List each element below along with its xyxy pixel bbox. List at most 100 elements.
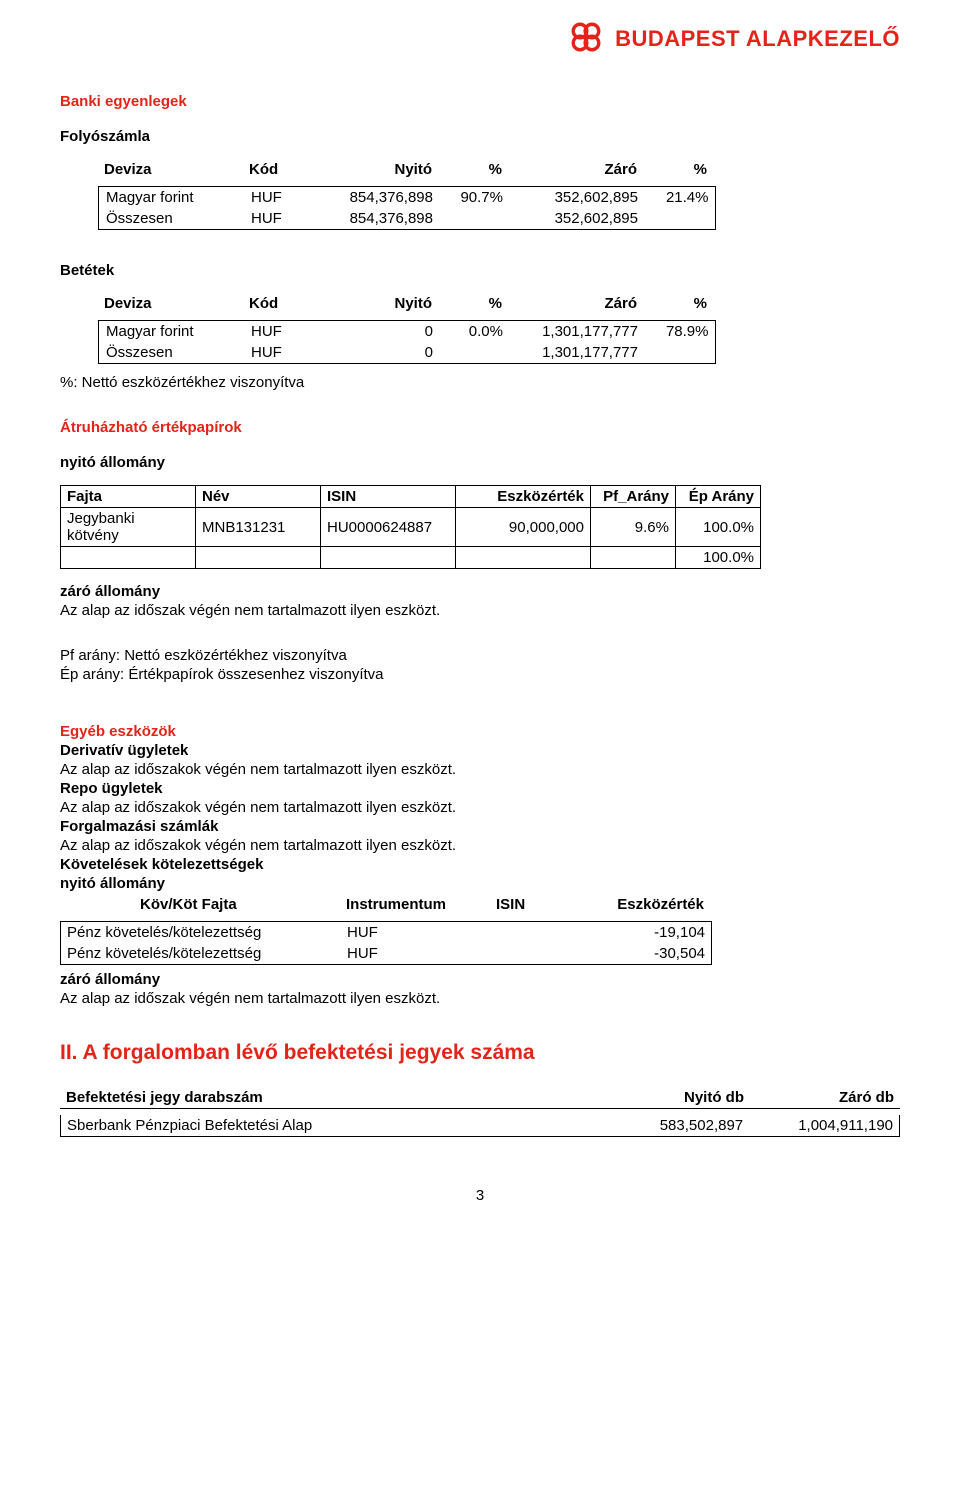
th: Deviza xyxy=(98,293,243,314)
section-title: Átruházható értékpapírok xyxy=(60,419,900,436)
cell: Sberbank Pénzpiaci Befektetési Alap xyxy=(61,1115,550,1136)
th: % xyxy=(438,293,508,314)
table-row: Összesen HUF 0 1,301,177,777 xyxy=(100,342,715,363)
section-egyeb: Egyéb eszközök Derivatív ügyletek Az ala… xyxy=(60,723,900,1007)
cell: 0 xyxy=(305,342,440,363)
brand-name: BUDAPEST ALAPKEZELŐ xyxy=(615,26,900,52)
th: ISIN xyxy=(321,486,456,508)
cell: 0 xyxy=(305,321,440,342)
text: Az alap az időszak végén nem tartalmazot… xyxy=(60,602,900,619)
cell: 352,602,895 xyxy=(510,187,645,208)
th: Ép Arány xyxy=(676,486,761,508)
section-betetek: Betétek Deviza Kód Nyitó % Záró % Magyar… xyxy=(60,262,900,391)
brand-icon xyxy=(569,20,603,58)
cell: 100.0% xyxy=(676,508,761,547)
text: Az alap az időszakok végén nem tartalmaz… xyxy=(60,799,900,816)
cell: HUF xyxy=(245,208,305,229)
th: Fajta xyxy=(61,486,196,508)
table-kovkot-head: Köv/Köt Fajta Instrumentum ISIN Eszközér… xyxy=(60,894,710,915)
cell: MNB131231 xyxy=(196,508,321,547)
th-pct1: % xyxy=(438,159,508,180)
cell: 352,602,895 xyxy=(510,208,645,229)
subsection-nyito: nyitó állomány xyxy=(60,454,900,471)
cell: 100.0% xyxy=(676,547,761,569)
cell xyxy=(440,208,510,229)
cell: HUF xyxy=(245,187,305,208)
page-number: 3 xyxy=(60,1187,900,1204)
label: Derivatív ügyletek xyxy=(60,742,188,759)
cell xyxy=(591,547,676,569)
text: Az alap az időszakok végén nem tartalmaz… xyxy=(60,837,900,854)
label-kovkot: Követelések kötelezettségek xyxy=(60,856,263,873)
table-row: Jegybanki kötvény MNB131231 HU0000624887… xyxy=(61,508,761,547)
subsection-zaro: záró állomány xyxy=(60,971,160,988)
th: Köv/Köt Fajta xyxy=(60,894,340,915)
subsection-betetek: Betétek xyxy=(60,262,900,279)
th: Eszközérték xyxy=(456,486,591,508)
cell: Pénz követelés/kötelezettség xyxy=(61,922,341,943)
cell: Összesen xyxy=(100,208,245,229)
header-logo: BUDAPEST ALAPKEZELŐ xyxy=(60,20,900,58)
cell: HUF xyxy=(245,342,305,363)
cell: 90.7% xyxy=(440,187,510,208)
th: Név xyxy=(196,486,321,508)
text: Ép arány: Értékpapírok összesenhez viszo… xyxy=(60,666,900,683)
section-ertekpapirok: Átruházható értékpapírok nyitó állomány … xyxy=(60,419,900,683)
th-zaro: Záró xyxy=(508,159,643,180)
th: ISIN xyxy=(490,894,580,915)
cell xyxy=(440,342,510,363)
subsection-nyito: nyitó állomány xyxy=(60,875,165,892)
label: Forgalmazási számlák xyxy=(60,818,218,835)
table-header-row: Fajta Név ISIN Eszközérték Pf_Arány Ép A… xyxy=(61,486,761,508)
cell: -19,104 xyxy=(581,922,711,943)
th-deviza: Deviza xyxy=(98,159,243,180)
th: Instrumentum xyxy=(340,894,490,915)
note-netto: %: Nettó eszközértékhez viszonyítva xyxy=(60,374,900,391)
cell xyxy=(645,208,715,229)
cell: -30,504 xyxy=(581,943,711,964)
th: Nyitó db xyxy=(550,1087,750,1109)
th-nyito: Nyitó xyxy=(303,159,438,180)
cell: Magyar forint xyxy=(100,321,245,342)
text: Pf arány: Nettó eszközértékhez viszonyít… xyxy=(60,647,900,664)
table-row: Pénz követelés/kötelezettség HUF -30,504 xyxy=(61,943,711,964)
cell: 78.9% xyxy=(645,321,715,342)
th-kod: Kód xyxy=(243,159,303,180)
cell: Magyar forint xyxy=(100,187,245,208)
cell: 90,000,000 xyxy=(456,508,591,547)
cell: Jegybanki kötvény xyxy=(61,508,196,547)
cell xyxy=(61,547,196,569)
table-ertekpapirok: Fajta Név ISIN Eszközérték Pf_Arány Ép A… xyxy=(60,485,761,569)
subsection-zaro: záró állomány xyxy=(60,583,900,600)
th: Befektetési jegy darabszám xyxy=(60,1087,550,1109)
section-forgalom: II. A forgalomban lévő befektetési jegye… xyxy=(60,1041,900,1137)
text: Az alap az időszakok végén nem tartalmaz… xyxy=(60,761,900,778)
th: Kód xyxy=(243,293,303,314)
table-row: Sberbank Pénzpiaci Befektetési Alap 583,… xyxy=(61,1115,899,1136)
subsection-folyoszamla: Folyószámla xyxy=(60,128,900,145)
table-folyoszamla: Deviza Kód Nyitó % Záró % xyxy=(98,159,713,180)
cell: 854,376,898 xyxy=(305,187,440,208)
th: Nyitó xyxy=(303,293,438,314)
section-title: Banki egyenlegek xyxy=(60,93,900,110)
section-banki-egyenlegek: Banki egyenlegek Folyószámla Deviza Kód … xyxy=(60,93,900,234)
cell: Összesen xyxy=(100,342,245,363)
cell: 854,376,898 xyxy=(305,208,440,229)
th: Eszközérték xyxy=(580,894,710,915)
text: Az alap az időszak végén nem tartalmazot… xyxy=(60,990,900,1007)
table-befektetesi-head: Befektetési jegy darabszám Nyitó db Záró… xyxy=(60,1087,900,1109)
cell xyxy=(196,547,321,569)
cell: 9.6% xyxy=(591,508,676,547)
cell: HUF xyxy=(245,321,305,342)
cell: 0.0% xyxy=(440,321,510,342)
cell: Pénz követelés/kötelezettség xyxy=(61,943,341,964)
cell: HU0000624887 xyxy=(321,508,456,547)
cell xyxy=(491,943,581,964)
table-betetek: Deviza Kód Nyitó % Záró % xyxy=(98,293,713,314)
cell xyxy=(645,342,715,363)
th: % xyxy=(643,293,713,314)
cell xyxy=(456,547,591,569)
th: Záró xyxy=(508,293,643,314)
label: Repo ügyletek xyxy=(60,780,163,797)
cell: HUF xyxy=(341,922,491,943)
